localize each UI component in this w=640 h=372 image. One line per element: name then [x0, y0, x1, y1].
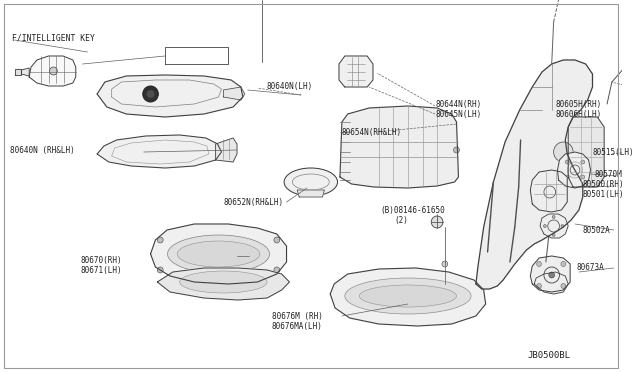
Circle shape: [552, 215, 555, 218]
Polygon shape: [330, 268, 486, 326]
Circle shape: [536, 283, 541, 289]
Circle shape: [431, 216, 443, 228]
Ellipse shape: [284, 168, 337, 196]
Circle shape: [442, 281, 448, 287]
Ellipse shape: [177, 241, 260, 267]
Text: F/INTELLIGENT KEY: F/INTELLIGENT KEY: [12, 33, 95, 42]
Circle shape: [454, 147, 460, 153]
Text: 80644N(RH): 80644N(RH): [435, 99, 481, 109]
Text: 80652N(RH&LH): 80652N(RH&LH): [223, 198, 284, 206]
Polygon shape: [150, 224, 287, 284]
Text: 80676MA(LH): 80676MA(LH): [272, 321, 323, 330]
Text: 80676M (RH): 80676M (RH): [272, 311, 323, 321]
Text: 80670(RH): 80670(RH): [81, 256, 122, 264]
Text: 80501(LH): 80501(LH): [583, 189, 625, 199]
Polygon shape: [531, 170, 567, 212]
Polygon shape: [297, 190, 324, 197]
Circle shape: [565, 175, 569, 179]
Circle shape: [561, 224, 564, 228]
Polygon shape: [568, 117, 604, 187]
Polygon shape: [157, 268, 289, 300]
Polygon shape: [97, 75, 243, 117]
Ellipse shape: [360, 285, 456, 307]
Ellipse shape: [168, 235, 269, 273]
Circle shape: [143, 86, 158, 102]
Polygon shape: [339, 56, 373, 87]
Text: 80640N (RH&LH): 80640N (RH&LH): [10, 145, 74, 154]
Text: 80654N(RH&LH): 80654N(RH&LH): [342, 128, 402, 137]
Polygon shape: [216, 138, 237, 162]
Circle shape: [561, 262, 566, 266]
Circle shape: [442, 261, 448, 267]
Text: 80671(LH): 80671(LH): [81, 266, 122, 275]
Circle shape: [581, 175, 585, 179]
Circle shape: [548, 272, 555, 278]
Polygon shape: [21, 68, 29, 76]
Circle shape: [274, 267, 280, 273]
Text: 80640N(LH): 80640N(LH): [266, 81, 312, 90]
Circle shape: [147, 90, 154, 98]
Circle shape: [561, 283, 566, 289]
Polygon shape: [165, 47, 228, 64]
Polygon shape: [540, 214, 568, 238]
Polygon shape: [223, 87, 244, 100]
Text: 80645N(LH): 80645N(LH): [435, 109, 481, 119]
Circle shape: [274, 237, 280, 243]
Circle shape: [157, 267, 163, 273]
Text: (B)08146-61650: (B)08146-61650: [381, 205, 445, 215]
Circle shape: [581, 160, 585, 164]
Circle shape: [552, 234, 555, 237]
Circle shape: [565, 160, 569, 164]
Text: 80515(LH): 80515(LH): [593, 148, 634, 157]
Polygon shape: [15, 69, 21, 75]
Circle shape: [554, 142, 573, 162]
Circle shape: [536, 262, 541, 266]
Polygon shape: [557, 152, 591, 188]
Circle shape: [543, 224, 547, 228]
Ellipse shape: [180, 271, 267, 293]
Polygon shape: [534, 272, 568, 294]
Text: 80673A: 80673A: [577, 263, 605, 273]
Polygon shape: [29, 56, 76, 86]
Text: 80500(RH): 80500(RH): [583, 180, 625, 189]
Polygon shape: [97, 135, 221, 168]
Polygon shape: [340, 106, 458, 188]
Text: JB0500BL: JB0500BL: [527, 352, 570, 360]
Text: 80502A: 80502A: [583, 225, 611, 234]
Text: 80606H(LH): 80606H(LH): [556, 109, 602, 119]
Polygon shape: [531, 256, 570, 292]
Text: (2): (2): [394, 215, 408, 224]
Ellipse shape: [345, 278, 471, 314]
Circle shape: [157, 237, 163, 243]
Text: 80605H(RH): 80605H(RH): [556, 99, 602, 109]
Polygon shape: [476, 60, 593, 289]
Text: 80570M: 80570M: [595, 170, 622, 179]
Circle shape: [49, 67, 58, 75]
